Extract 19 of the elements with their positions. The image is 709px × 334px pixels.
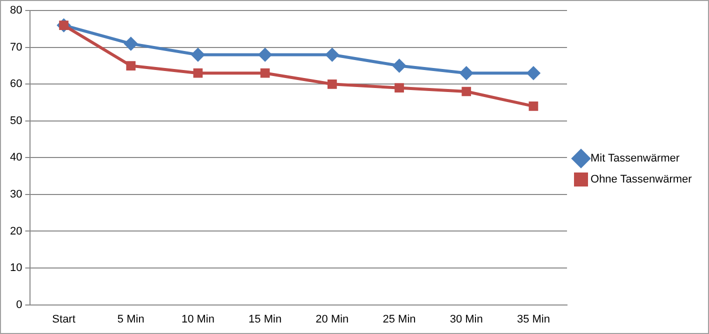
y-tick-label: 80 xyxy=(10,4,22,17)
legend-label: Mit Tassenwärmer xyxy=(590,152,680,165)
y-tick-label: 60 xyxy=(10,78,22,90)
x-tick-label: 15 Min xyxy=(248,313,282,326)
x-tick-label: Start xyxy=(52,313,76,326)
y-tick-label: 70 xyxy=(10,41,22,54)
legend-label: Ohne Tassenwärmer xyxy=(590,174,692,186)
y-tick-label: 0 xyxy=(16,298,22,311)
x-tick-label: 20 Min xyxy=(316,313,349,326)
x-tick-label: 10 Min xyxy=(181,313,214,326)
x-tick-label: 25 Min xyxy=(382,313,416,326)
x-tick-label: 30 Min xyxy=(450,313,483,326)
x-tick-label: 5 Min xyxy=(117,313,144,326)
y-tick-label: 10 xyxy=(10,262,22,274)
y-tick-label: 50 xyxy=(10,114,22,127)
x-tick-label: 35 Min xyxy=(516,313,550,326)
y-tick-label: 30 xyxy=(10,188,22,201)
y-tick-label: 20 xyxy=(10,225,22,238)
y-tick-label: 40 xyxy=(10,152,22,164)
